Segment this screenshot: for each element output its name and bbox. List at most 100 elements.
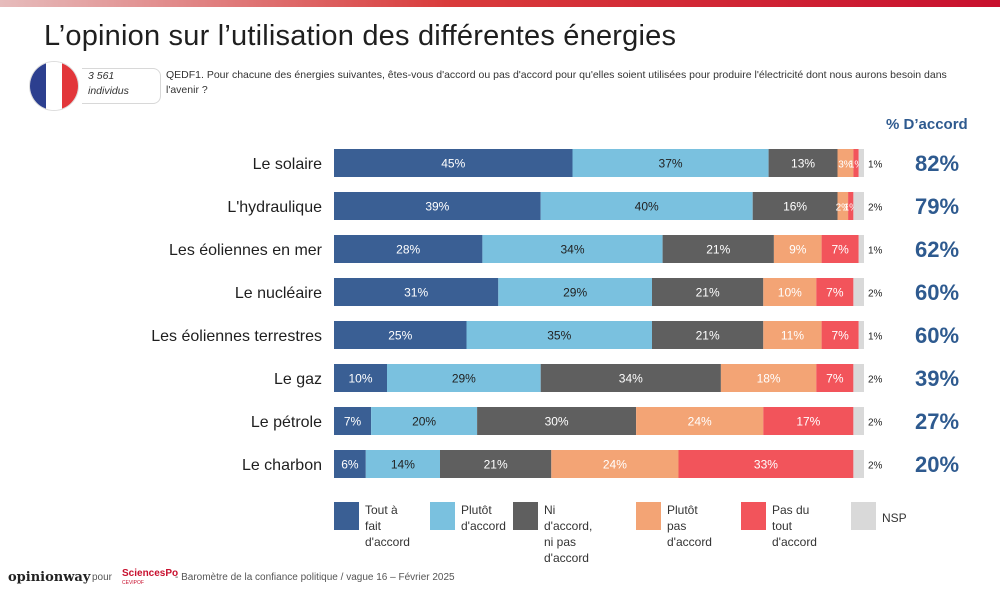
bar-segment (652, 278, 764, 306)
bar-segment (837, 192, 849, 220)
data-label: 17% (796, 415, 820, 429)
bar-segment (334, 450, 366, 478)
data-label: 9% (789, 243, 807, 257)
bar-segment (540, 364, 721, 392)
bar-segment (773, 235, 822, 263)
bar-segment (477, 407, 637, 435)
opinionway-logo: opinionway (8, 570, 91, 585)
data-label: 21% (696, 286, 720, 300)
bar-segment (837, 149, 854, 177)
bar-segment (440, 450, 552, 478)
legend-label: Plutôt d'accord (461, 503, 506, 533)
category-label: Le pétrole (251, 414, 322, 431)
legend-label: Pas du tout d'accord (772, 503, 817, 549)
bar-segment (720, 364, 817, 392)
legend-label: NSP (882, 511, 907, 525)
data-label: 1% (868, 332, 883, 343)
legend-label: Ni d'accord, ni pas d'accord (544, 503, 593, 565)
data-label: 45% (441, 157, 465, 171)
bar-segment (334, 364, 387, 392)
bar-segment (768, 149, 838, 177)
sciencespo-logo: SciencesPo (122, 568, 179, 579)
bar-segment (334, 278, 499, 306)
data-label: 2% (836, 203, 851, 214)
bar-segment (551, 450, 679, 478)
data-label: 1% (849, 160, 864, 171)
data-label: 10% (778, 286, 802, 300)
data-label: 21% (706, 243, 730, 257)
bar-segment (816, 278, 854, 306)
data-label: 1% (868, 246, 883, 257)
bar-segment (821, 235, 859, 263)
bar-segment (858, 321, 864, 349)
cevipof-logo-text: CEVIPOF (122, 580, 144, 586)
legend-swatch (513, 502, 538, 530)
bar-segment (334, 321, 467, 349)
agree-total: 27% (915, 409, 959, 434)
bar-segment (853, 364, 864, 392)
data-label: 7% (831, 243, 849, 257)
bar-segment (853, 407, 864, 435)
category-label: Le nucléaire (235, 285, 322, 302)
bar-segment (853, 149, 859, 177)
category-label: Les éoliennes en mer (169, 242, 323, 259)
stacked-bar-chart: Le solaire 45% 37% 13% 3%1% 1% 82%L'hydrauliqu… (151, 149, 959, 478)
data-label: 2% (868, 418, 883, 429)
data-label: 13% (791, 157, 815, 171)
data-label: 31% (404, 286, 428, 300)
data-label: 34% (619, 372, 643, 386)
bar-segment (466, 321, 652, 349)
bar-segment (482, 235, 663, 263)
legend-swatch (334, 502, 359, 530)
bar-segment (752, 192, 838, 220)
bar-segment (821, 321, 859, 349)
data-label: 16% (783, 200, 807, 214)
bar-segment (387, 364, 541, 392)
page-title: L’opinion sur l’utilisation des différen… (44, 20, 677, 52)
data-label: 1% (868, 160, 883, 171)
data-label: 7% (826, 286, 844, 300)
legend-swatch (741, 502, 766, 530)
bar-segment (858, 235, 864, 263)
data-label: 35% (547, 329, 571, 343)
france-flag-icon (30, 62, 78, 110)
bar-segment (636, 407, 764, 435)
sample-box (82, 68, 161, 104)
legend-label: Tout à fait d'accord (365, 503, 410, 549)
data-label: 14% (391, 458, 415, 472)
data-label: 7% (826, 372, 844, 386)
category-label: Le charbon (242, 457, 322, 474)
legend-swatch (851, 502, 876, 530)
data-label: 34% (560, 243, 584, 257)
legend-swatch (636, 502, 661, 530)
agree-total: 20% (915, 452, 959, 477)
data-label: 28% (396, 243, 420, 257)
agree-total: 79% (915, 194, 959, 219)
bar-segment (334, 407, 372, 435)
data-label: 37% (659, 157, 683, 171)
data-label: 7% (831, 329, 849, 343)
category-label: Les éoliennes terrestres (151, 328, 322, 345)
category-label: L'hydraulique (227, 199, 322, 216)
agree-total: 60% (915, 280, 959, 305)
sample-count: 3 561 (88, 70, 115, 82)
data-label: 21% (696, 329, 720, 343)
category-label: Le gaz (274, 371, 322, 388)
data-label: 2% (868, 461, 883, 472)
bar-segment (334, 192, 541, 220)
category-label: Le solaire (253, 156, 322, 173)
sample-unit: individus (88, 85, 129, 97)
data-label: 20% (412, 415, 436, 429)
agree-total: 60% (915, 323, 959, 348)
data-label: 10% (348, 372, 372, 386)
footer-pour: pour (92, 572, 113, 583)
bar-segment (853, 450, 864, 478)
data-label: 21% (484, 458, 508, 472)
bar-segment (858, 149, 864, 177)
data-label: 2% (868, 289, 883, 300)
bar-segment (816, 364, 854, 392)
bar-segment (853, 192, 864, 220)
data-label: 33% (754, 458, 778, 472)
data-label: 39% (425, 200, 449, 214)
data-label: 30% (545, 415, 569, 429)
